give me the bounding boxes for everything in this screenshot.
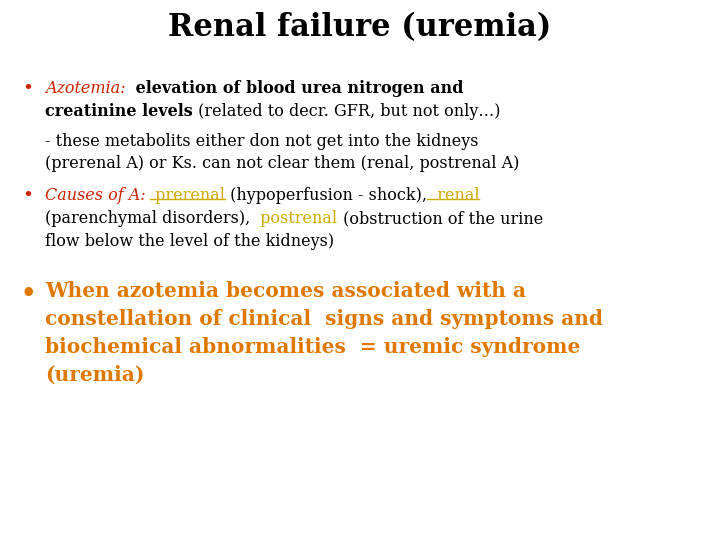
Text: Azotemia:: Azotemia: [45, 80, 125, 97]
Text: constellation of clinical  signs and symptoms and: constellation of clinical signs and symp… [45, 309, 603, 329]
Text: creatinine levels: creatinine levels [45, 103, 193, 120]
Text: biochemical abnormalities  = uremic syndrome: biochemical abnormalities = uremic syndr… [45, 337, 580, 357]
Text: elevation of blood urea nitrogen and: elevation of blood urea nitrogen and [130, 80, 463, 97]
Text: prerenal: prerenal [150, 187, 225, 204]
Text: - these metabolits either don not get into the kidneys: - these metabolits either don not get in… [45, 133, 479, 150]
Text: renal: renal [427, 187, 480, 204]
Text: (hypoperfusion - shock),: (hypoperfusion - shock), [225, 187, 427, 204]
Text: •: • [22, 187, 33, 205]
Text: Renal failure (uremia): Renal failure (uremia) [168, 12, 552, 43]
Text: postrenal: postrenal [256, 210, 338, 227]
Text: (obstruction of the urine: (obstruction of the urine [338, 210, 543, 227]
Text: Causes of A:: Causes of A: [45, 187, 145, 204]
Text: When azotemia becomes associated with a: When azotemia becomes associated with a [45, 281, 526, 301]
Text: •: • [20, 281, 35, 305]
Text: (prerenal A) or Ks. can not clear them (renal, postrenal A): (prerenal A) or Ks. can not clear them (… [45, 155, 519, 172]
Text: (parenchymal disorders),: (parenchymal disorders), [45, 210, 256, 227]
Text: •: • [22, 80, 33, 98]
Text: (uremia): (uremia) [45, 365, 145, 385]
Text: (related to decr. GFR, but not only…): (related to decr. GFR, but not only…) [193, 103, 500, 120]
Text: flow below the level of the kidneys): flow below the level of the kidneys) [45, 233, 334, 250]
